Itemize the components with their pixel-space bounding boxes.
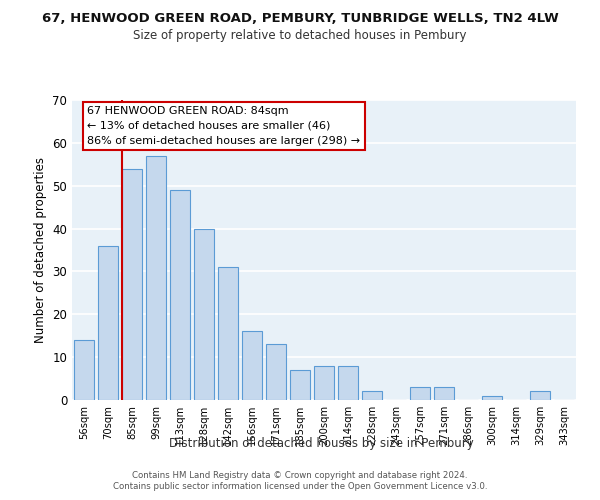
Bar [314, 366, 334, 400]
Text: 67, HENWOOD GREEN ROAD, PEMBURY, TUNBRIDGE WELLS, TN2 4LW: 67, HENWOOD GREEN ROAD, PEMBURY, TUNBRID… [41, 12, 559, 26]
Bar [434, 387, 454, 400]
Text: Distribution of detached houses by size in Pembury: Distribution of detached houses by size … [169, 438, 473, 450]
Bar [98, 246, 118, 400]
Bar [362, 392, 382, 400]
Text: Contains public sector information licensed under the Open Government Licence v3: Contains public sector information licen… [113, 482, 487, 491]
Text: 67 HENWOOD GREEN ROAD: 84sqm
← 13% of detached houses are smaller (46)
86% of se: 67 HENWOOD GREEN ROAD: 84sqm ← 13% of de… [87, 106, 360, 146]
Text: Size of property relative to detached houses in Pembury: Size of property relative to detached ho… [133, 29, 467, 42]
Y-axis label: Number of detached properties: Number of detached properties [34, 157, 47, 343]
Bar [482, 396, 502, 400]
Bar [170, 190, 190, 400]
Bar [122, 168, 142, 400]
Text: Contains HM Land Registry data © Crown copyright and database right 2024.: Contains HM Land Registry data © Crown c… [132, 471, 468, 480]
Bar [194, 228, 214, 400]
Bar [218, 267, 238, 400]
Bar [266, 344, 286, 400]
Bar [338, 366, 358, 400]
Bar [242, 332, 262, 400]
Bar [146, 156, 166, 400]
Bar [530, 392, 550, 400]
Bar [74, 340, 94, 400]
Bar [410, 387, 430, 400]
Bar [290, 370, 310, 400]
